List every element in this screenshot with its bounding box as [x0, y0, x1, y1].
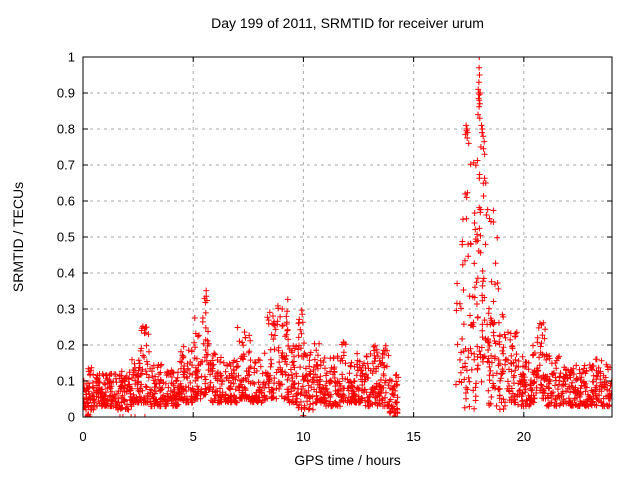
y-tick-label: 0.2: [57, 338, 75, 353]
tick-marks: [82, 56, 612, 418]
x-axis-title: GPS time / hours: [294, 452, 401, 468]
chart-title: Day 199 of 2011, SRMTID for receiver uru…: [211, 15, 484, 31]
x-tick-label: 10: [296, 429, 310, 444]
x-tick-label: 0: [79, 429, 86, 444]
y-tick-label: 0: [68, 410, 75, 425]
y-tick-label: 0.8: [57, 122, 75, 137]
y-tick-label: 0.9: [57, 86, 75, 101]
x-tick-label: 5: [190, 429, 197, 444]
y-tick-label: 1: [68, 50, 75, 65]
x-tick-label: 20: [517, 429, 531, 444]
x-tick-label: 15: [406, 429, 420, 444]
y-tick-label: 0.4: [57, 266, 75, 281]
y-tick-label: 0.5: [57, 230, 75, 245]
data-series: [83, 57, 612, 417]
y-tick-label: 0.7: [57, 158, 75, 173]
y-tick-label: 0.6: [57, 194, 75, 209]
tick-labels: 0 5 10 15 20 0 0.1 0.2 0.3 0.4 0.5 0.6 0.7 0.8 0.9 1: [57, 50, 531, 445]
y-tick-label: 0.1: [57, 374, 75, 389]
scatter-points: [83, 57, 612, 417]
y-tick-label: 0.3: [57, 302, 75, 317]
